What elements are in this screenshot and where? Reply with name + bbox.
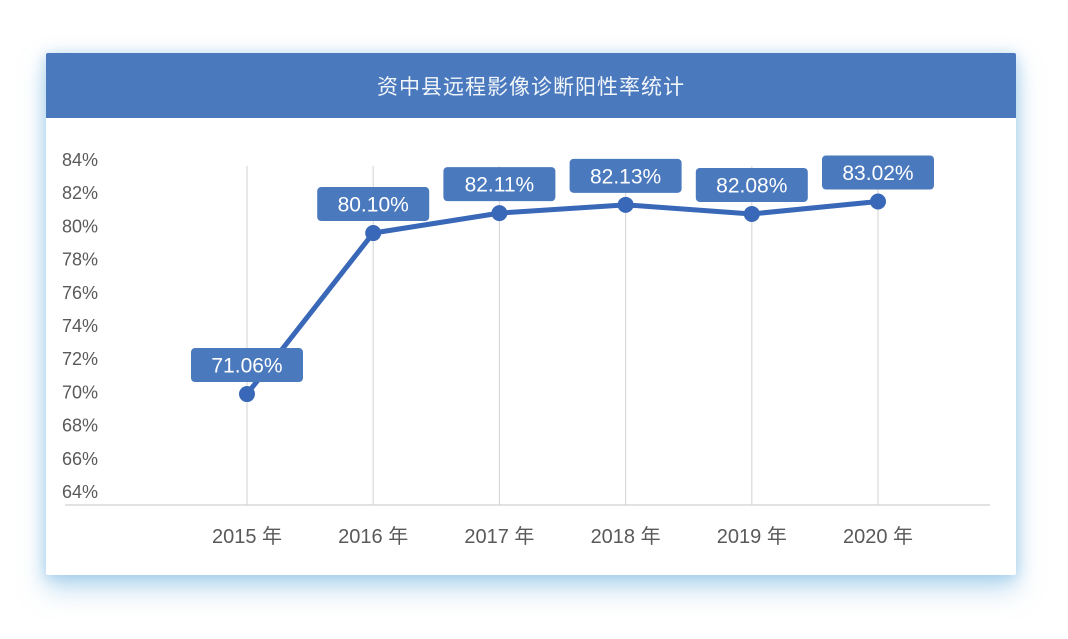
data-label-box bbox=[822, 155, 934, 190]
data-label: 82.11% bbox=[465, 174, 535, 197]
y-axis-tick-label: 80% bbox=[62, 216, 98, 236]
y-axis-tick-label: 68% bbox=[62, 416, 98, 436]
data-label: 82.08% bbox=[716, 174, 787, 197]
x-axis-tick-label: 2015 年 bbox=[212, 525, 282, 548]
x-axis-tick-label: 2019 年 bbox=[717, 525, 787, 548]
y-axis-tick-label: 70% bbox=[62, 382, 98, 402]
y-axis-tick-label: 72% bbox=[62, 349, 98, 369]
y-axis-tick-label: 78% bbox=[62, 250, 98, 270]
y-axis-tick-label: 76% bbox=[62, 283, 98, 303]
chart-area: 84% 82% 80% 78% 76% 74% 72% 70% 68% 66% 64% 71.06% 8… bbox=[46, 118, 1016, 575]
line-chart: 84% 82% 80% 78% 76% 74% 72% 70% 68% 66% 64% 71.06% 8… bbox=[62, 150, 990, 548]
x-axis-tick-label: 2017 年 bbox=[464, 525, 534, 548]
chart-card: 资中县远程影像诊断阳性率统计 84% 82% 80% 78% 76% 74% 72% 70% 6… bbox=[46, 53, 1016, 575]
y-axis-tick-label: 82% bbox=[62, 183, 98, 203]
chart-header: 资中县远程影像诊断阳性率统计 bbox=[46, 53, 1016, 118]
y-axis-tick-label: 74% bbox=[62, 316, 98, 336]
data-point bbox=[491, 205, 508, 222]
y-axis-tick-label: 64% bbox=[62, 482, 98, 502]
data-label-box bbox=[191, 348, 303, 383]
x-axis-tick-label: 2016 年 bbox=[338, 525, 408, 548]
x-axis-tick-label: 2020 年 bbox=[843, 525, 913, 548]
data-point bbox=[870, 193, 886, 210]
chart-title: 资中县远程影像诊断阳性率统计 bbox=[377, 75, 685, 99]
y-axis-tick-label: 66% bbox=[62, 449, 98, 469]
x-axis-tick-label: 2018 年 bbox=[591, 525, 661, 548]
series-line bbox=[244, 199, 881, 397]
data-point bbox=[743, 205, 760, 222]
data-point bbox=[239, 386, 255, 403]
data-label: 82.13% bbox=[590, 165, 661, 188]
data-label-box bbox=[569, 158, 682, 193]
data-label-box bbox=[443, 167, 556, 202]
data-point bbox=[365, 225, 382, 242]
data-label-box bbox=[317, 187, 430, 222]
data-label: 80.10% bbox=[338, 194, 409, 217]
data-label: 83.02% bbox=[842, 162, 913, 185]
y-axis-tick-label: 84% bbox=[62, 150, 98, 170]
data-point bbox=[617, 196, 634, 213]
data-label: 71.06% bbox=[211, 355, 282, 378]
data-label-box bbox=[695, 167, 808, 202]
